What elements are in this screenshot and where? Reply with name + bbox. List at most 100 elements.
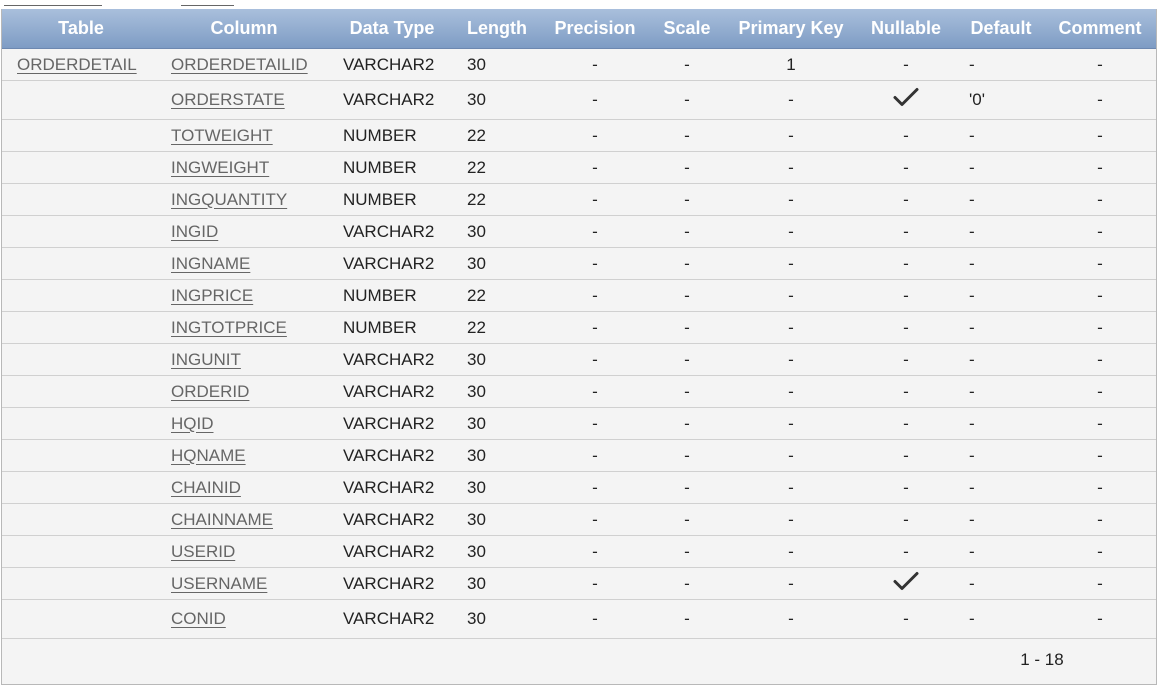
column-name-link[interactable]: INGQUANTITY (171, 189, 288, 209)
table-row: INGNAME VARCHAR2 30 - - - - - - (2, 248, 1156, 280)
column-header-data-type[interactable]: Data Type (349, 18, 435, 38)
column-name-link[interactable]: INGPRICE (171, 285, 254, 305)
cell-primary-key: - (788, 285, 794, 305)
cell-nullable: - (903, 349, 909, 369)
column-name-link[interactable]: INGTOTPRICE (171, 317, 287, 337)
cell-default-value: - (969, 189, 975, 209)
cell-length: 30 (467, 609, 486, 628)
columns-report-table: Table Column Data Type Length Precision Scale… (1, 9, 1157, 685)
cell-data-type: NUMBER (343, 285, 417, 305)
cell-data-type: VARCHAR2 (343, 413, 435, 433)
cell-data-type: VARCHAR2 (343, 477, 435, 497)
table-row: INGID VARCHAR2 30 - - - - - - (2, 216, 1156, 248)
table-body: ORDERDETAIL ORDERDETAILID VARCHAR2 30 - - 1 - - -… (2, 49, 1156, 639)
column-name-link[interactable]: TOTWEIGHT (171, 125, 273, 145)
cell-comment: - (1097, 285, 1103, 305)
column-name-link[interactable]: INGID (171, 221, 219, 241)
column-name-link[interactable]: CONID (171, 609, 226, 628)
previous-link-fragment[interactable] (4, 0, 102, 6)
cell-length: 30 (467, 573, 486, 593)
cell-primary-key: - (788, 349, 794, 369)
cell-comment: - (1097, 90, 1103, 109)
cell-precision: - (592, 413, 598, 433)
column-header-scale[interactable]: Scale (663, 18, 711, 38)
column-header-length[interactable]: Length (467, 18, 527, 38)
cell-precision: - (592, 381, 598, 401)
cell-default-value: '0' (969, 90, 985, 109)
cell-default-value: - (969, 125, 975, 145)
column-header-comment[interactable]: Comment (1058, 18, 1142, 38)
cell-data-type: VARCHAR2 (343, 609, 435, 628)
cell-nullable: - (903, 509, 909, 529)
cell-comment: - (1097, 381, 1103, 401)
column-header-column-name[interactable]: Column (210, 18, 278, 38)
cell-comment: - (1097, 253, 1103, 273)
column-header-precision[interactable]: Precision (554, 18, 636, 38)
cell-data-type: VARCHAR2 (343, 90, 435, 109)
column-header-table-name[interactable]: Table (58, 18, 104, 38)
cell-length: 22 (467, 125, 486, 145)
cell-precision: - (592, 90, 598, 109)
cell-primary-key: - (788, 125, 794, 145)
cell-scale: - (684, 54, 690, 74)
table-row: INGUNIT VARCHAR2 30 - - - - - - (2, 344, 1156, 376)
column-name-link[interactable]: INGUNIT (171, 349, 241, 369)
cell-length: 22 (467, 285, 486, 305)
cell-nullable: - (903, 125, 909, 145)
cell-length: 30 (467, 381, 486, 401)
cell-scale: - (684, 125, 690, 145)
column-name-link[interactable]: INGNAME (171, 253, 251, 273)
column-name-link[interactable]: ORDERID (171, 381, 250, 401)
table-row: HQID VARCHAR2 30 - - - - - - (2, 408, 1156, 440)
column-name-link[interactable]: INGWEIGHT (171, 157, 270, 177)
cell-precision: - (592, 54, 598, 74)
cell-data-type: VARCHAR2 (343, 509, 435, 529)
column-name-link[interactable]: USERID (171, 541, 236, 561)
cell-scale: - (684, 189, 690, 209)
cell-precision: - (592, 509, 598, 529)
cell-primary-key: - (788, 189, 794, 209)
cell-length: 22 (467, 317, 486, 337)
cell-default-value: - (969, 509, 975, 529)
nullable-check-icon (856, 87, 956, 114)
column-name-link[interactable]: ORDERSTATE (171, 90, 285, 109)
table-row: INGWEIGHT NUMBER 22 - - - - - - (2, 152, 1156, 184)
column-name-link[interactable]: HQID (171, 413, 214, 433)
column-header-nullable[interactable]: Nullable (870, 18, 941, 38)
cell-primary-key: - (788, 90, 794, 109)
cell-comment: - (1097, 445, 1103, 465)
cell-primary-key: - (788, 253, 794, 273)
column-name-link[interactable]: CHAINID (171, 477, 241, 497)
column-header-primary-key[interactable]: Primary Key (738, 18, 844, 38)
cell-precision: - (592, 477, 598, 497)
cell-nullable: - (903, 445, 909, 465)
column-header-default-value[interactable]: Default (970, 18, 1032, 38)
column-name-link[interactable]: ORDERDETAILID (171, 54, 308, 74)
cell-length: 30 (467, 541, 486, 561)
cell-comment: - (1097, 413, 1103, 433)
column-name-link[interactable]: CHAINNAME (171, 509, 274, 529)
cell-scale: - (684, 90, 690, 109)
cell-scale: - (684, 253, 690, 273)
cell-primary-key: - (788, 317, 794, 337)
table-row: ORDERDETAIL ORDERDETAILID VARCHAR2 30 - - 1 - - - (2, 49, 1156, 81)
previous-link-fragment[interactable] (181, 0, 234, 6)
column-name-link[interactable]: USERNAME (171, 573, 268, 593)
cell-scale: - (684, 221, 690, 241)
cell-scale: - (684, 445, 690, 465)
cell-primary-key: - (788, 381, 794, 401)
table-row: TOTWEIGHT NUMBER 22 - - - - - - (2, 120, 1156, 152)
cell-default-value: - (969, 477, 975, 497)
cell-nullable: - (903, 157, 909, 177)
cell-comment: - (1097, 317, 1103, 337)
table-row: ORDERID VARCHAR2 30 - - - - - - (2, 376, 1156, 408)
column-name-link[interactable]: HQNAME (171, 445, 246, 465)
cell-nullable: - (903, 189, 909, 209)
table-name-link[interactable]: ORDERDETAIL (17, 54, 137, 74)
cell-nullable: - (903, 413, 909, 433)
cell-scale: - (684, 349, 690, 369)
table-row: HQNAME VARCHAR2 30 - - - - - - (2, 440, 1156, 472)
cell-default-value: - (969, 285, 975, 305)
cell-nullable: - (903, 541, 909, 561)
cell-default-value: - (969, 541, 975, 561)
